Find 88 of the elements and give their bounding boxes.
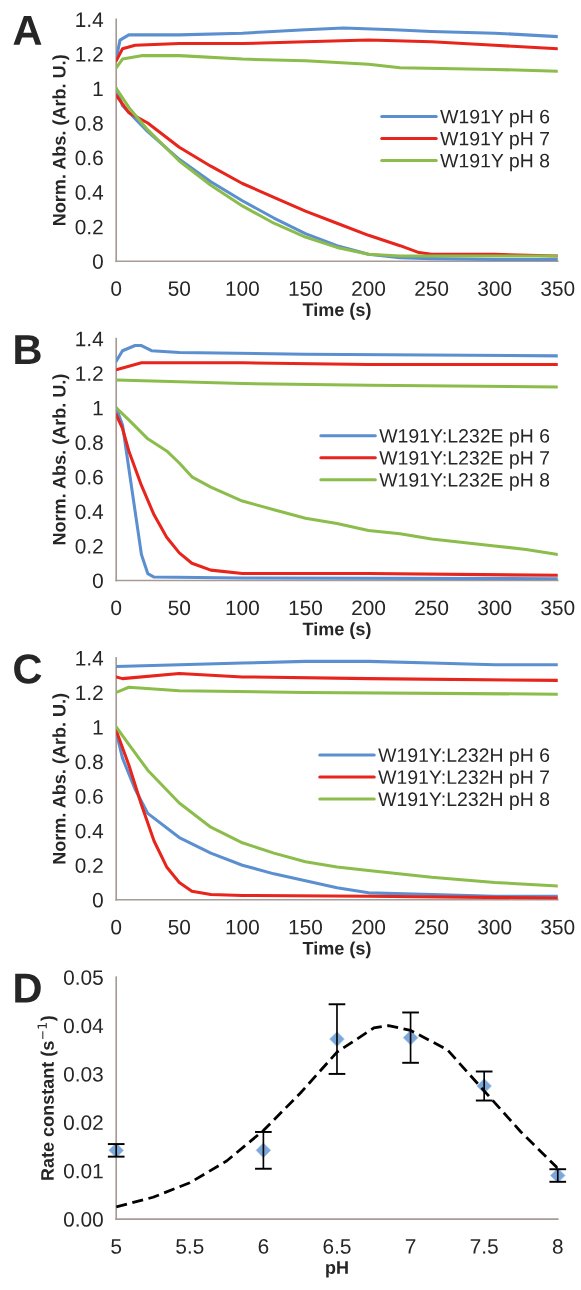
x-tick-label: 0 (111, 600, 122, 616)
legend-label: W191Y pH 8 (440, 153, 550, 172)
text: C (14, 654, 42, 684)
x-tick-label: 100 (226, 919, 259, 935)
y-tick-label: 1.4 (76, 651, 104, 666)
legend-label: W191Y:L232E pH 8 (379, 473, 550, 491)
y-tick-label: 1.2 (76, 366, 103, 381)
x-axis-title: Time (s) (302, 302, 371, 320)
x-tick-label: 200 (352, 600, 386, 616)
line-series (116, 38, 558, 63)
x-tick-label: 350 (541, 600, 575, 616)
legend-label: W191Y:L232H pH 7 (378, 770, 550, 788)
x-tick-label: 50 (168, 600, 191, 616)
y-tick-label: 0.03 (63, 1066, 103, 1082)
x-tick-label: 0 (111, 281, 122, 296)
text: A (13, 16, 42, 45)
y-tick-label: 0.05 (63, 970, 103, 985)
x-tick-label: 250 (415, 281, 449, 296)
x-tick-label: 150 (289, 281, 323, 296)
x-tick-label: 100 (226, 600, 259, 616)
y-tick-label: 0.2 (75, 858, 103, 873)
x-tick-label: 250 (415, 919, 449, 935)
x-tick-label: 100 (226, 281, 259, 296)
y-axis-title: Norm. Abs. (Arb. U.) (52, 55, 70, 226)
y-tick-label: 1.2 (76, 685, 103, 700)
y-tick-label: 0.2 (75, 219, 103, 235)
line-series (116, 54, 558, 73)
y-tick-label: 1.2 (76, 46, 103, 62)
x-tick-label: 7 (405, 1239, 416, 1254)
x-tick-label: 6 (258, 1239, 269, 1254)
y-tick-label: 1.4 (76, 12, 104, 27)
y-tick-label: 0.2 (75, 538, 103, 554)
x-tick-label: 150 (289, 919, 323, 935)
y-tick-label: 0.8 (75, 754, 103, 770)
legend-label: W191Y:L232H pH 6 (378, 748, 550, 766)
y-tick-label: 1 (93, 81, 103, 97)
y-tick-label: 0.8 (75, 116, 103, 131)
y-tick-label: 0.01 (63, 1163, 103, 1179)
y-tick-label: 0 (92, 573, 103, 589)
line-series (116, 671, 558, 682)
x-tick-label: 200 (352, 281, 386, 296)
x-tick-label: 350 (541, 281, 575, 296)
legend-label: W191Y:L232E pH 6 (379, 429, 550, 447)
legend-label: W191Y:L232H pH 8 (378, 792, 550, 810)
legend-label: W191Y:L232E pH 7 (379, 451, 550, 469)
x-tick-label: 0 (111, 919, 122, 935)
y-tick-label: 0.00 (63, 1212, 103, 1227)
y-tick-label: 0.6 (75, 469, 103, 485)
x-tick-label: 8 (552, 1239, 563, 1254)
x-tick-label: 300 (478, 281, 512, 296)
x-tick-label: 50 (168, 919, 191, 935)
y-tick-label: 0.4 (75, 504, 104, 520)
x-tick-label: 250 (415, 600, 449, 616)
x-tick-label: 200 (352, 919, 386, 935)
line-series (116, 344, 558, 363)
y-tick-label: 0.6 (75, 789, 103, 804)
x-tick-label: 7.5 (470, 1239, 498, 1254)
x-axis-title: Time (s) (302, 622, 371, 639)
y-tick-label: 0 (92, 892, 103, 908)
x-tick-label: 300 (478, 919, 512, 935)
y-tick-label: 0.8 (75, 435, 103, 451)
x-tick-label: 5.5 (176, 1239, 204, 1254)
y-tick-label: 1 (93, 720, 103, 735)
line-series (116, 685, 558, 696)
text: D (15, 973, 41, 1003)
x-axis-title: Time (s) (302, 941, 371, 959)
x-tick-label: 5 (111, 1239, 122, 1254)
y-tick-label: 0.02 (63, 1115, 103, 1131)
y-tick-label: 0.4 (75, 185, 104, 200)
x-axis-title: pH (326, 1261, 348, 1278)
y-tick-label: 0 (92, 254, 103, 269)
x-tick-label: 350 (541, 919, 575, 935)
y-tick-label: 0.6 (75, 150, 103, 166)
line-series (116, 378, 558, 389)
text: B (15, 335, 41, 364)
y-tick-label: 1 (93, 400, 103, 416)
y-tick-label: 1.4 (76, 331, 104, 347)
y-tick-label: 0.4 (75, 823, 104, 839)
x-tick-label: 300 (478, 600, 512, 616)
y-axis-title: Rate constant (s$^{−1}$) (37, 1016, 58, 1180)
y-axis-title: Norm. Abs. (Arb. U.) (52, 693, 70, 864)
y-axis-title: Norm. Abs. (Arb. U.) (52, 374, 70, 545)
y-tick-label: 0.04 (63, 1018, 104, 1034)
legend-label: W191Y pH 7 (440, 131, 550, 150)
x-tick-label: 150 (289, 600, 323, 616)
legend-label: W191Y pH 6 (440, 109, 550, 128)
x-tick-label: 6.5 (323, 1239, 351, 1254)
x-tick-label: 50 (168, 281, 191, 296)
